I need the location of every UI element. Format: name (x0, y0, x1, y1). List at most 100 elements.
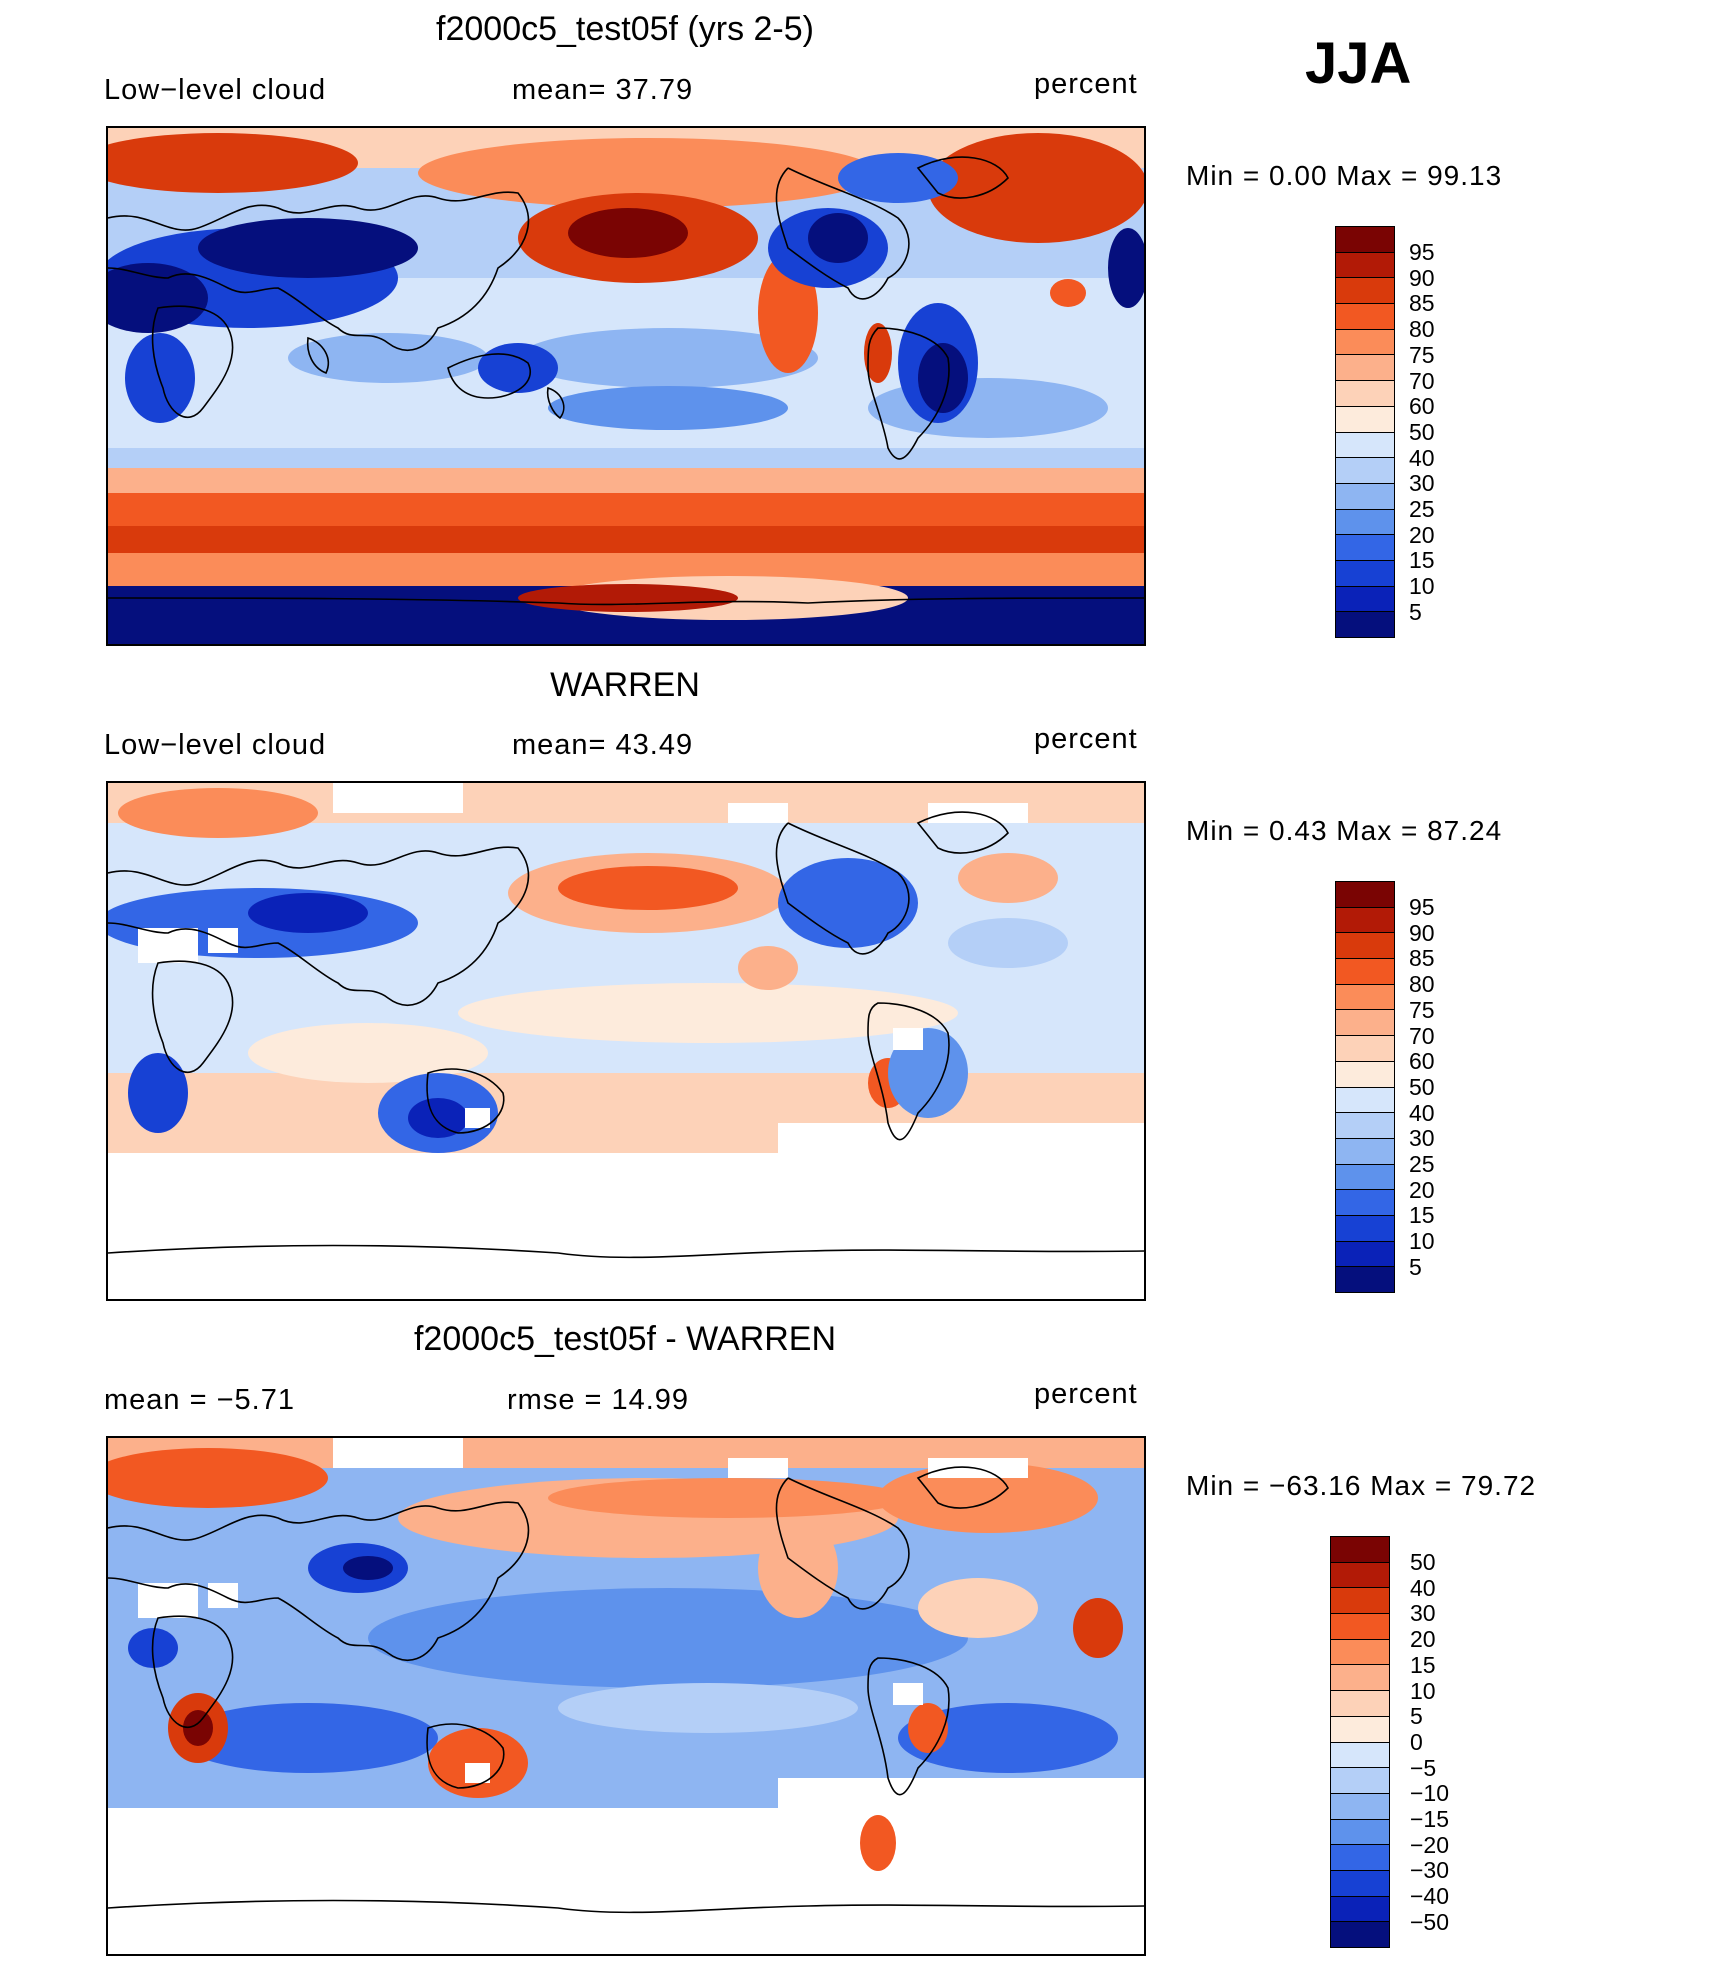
panel-1-colorbar-label: 80 (1409, 316, 1435, 343)
panel-1-colorbar-cell (1335, 431, 1395, 458)
panel-1-colorbar-label: 60 (1409, 393, 1435, 420)
panel-1-colorbar-label: 40 (1409, 444, 1435, 471)
panel-3-colorbar-cell (1330, 1869, 1390, 1896)
panel-3-colorbar-cell (1330, 1818, 1390, 1845)
panel-1-colorbar-cell (1335, 611, 1395, 638)
panel-1-colorbar-cell (1335, 405, 1395, 432)
panel-2-colorbar-cell (1335, 1086, 1395, 1113)
panel-2-colorbar-cell (1335, 906, 1395, 933)
panel-1-colorbar-cell (1335, 277, 1395, 304)
panel-2-colorbar (1335, 881, 1395, 1293)
panel-2-colorbar-cell (1335, 1214, 1395, 1241)
panel-3-colorbar-label: 5 (1410, 1703, 1423, 1730)
panel-3-colorbar-cell (1330, 1613, 1390, 1639)
panel-1-colorbar-cell (1335, 354, 1395, 381)
panel-1-colorbar-cell (1335, 328, 1395, 355)
panel-3-rmse-label: rmse = 14.99 (507, 1384, 690, 1416)
panel-3-colorbar-label: −50 (1410, 1908, 1450, 1935)
panel-3-colorbar-cell (1330, 1741, 1390, 1768)
panel-2-colorbar-label: 95 (1409, 894, 1435, 920)
panel-3-colorbar-cells (1330, 1536, 1390, 1948)
panel-3-colorbar-cell (1330, 1767, 1390, 1793)
panel-2-colorbar-cell (1335, 881, 1395, 907)
panel-2-colorbar-cell (1335, 1112, 1395, 1138)
panel-2-colorbar-label: 5 (1409, 1253, 1422, 1280)
panel-3-colorbar-cell (1330, 1715, 1390, 1742)
panel-3-colorbar-label: 15 (1410, 1651, 1436, 1678)
panel-1-contour-map (108, 128, 1144, 644)
panel-2-colorbar-label: 10 (1409, 1228, 1435, 1255)
panel-3-map (106, 1436, 1146, 1956)
panel-2-colorbar-cell (1335, 1266, 1395, 1293)
panel-2-colorbar-cells (1335, 881, 1395, 1293)
panel-1-units-label: percent (1034, 68, 1138, 100)
panel-1-colorbar-label: 95 (1409, 239, 1435, 265)
panel-1-colorbar-cell (1335, 303, 1395, 329)
panel-1-colorbar-cell (1335, 534, 1395, 560)
panel-2-colorbar-label: 15 (1409, 1202, 1435, 1229)
panel-2-title: WARREN (550, 666, 700, 704)
panel-2-colorbar-label: 70 (1409, 1022, 1435, 1049)
panel-2-colorbar-cell (1335, 1137, 1395, 1164)
panel-2-colorbar-cell (1335, 1009, 1395, 1036)
panel-3-colorbar-label: 20 (1410, 1626, 1436, 1653)
panel-2-colorbar-label: 25 (1409, 1151, 1435, 1178)
panel-1-map (106, 126, 1146, 646)
panel-1-colorbar-label: 75 (1409, 341, 1435, 368)
panel-1-colorbar-cell (1335, 508, 1395, 535)
panel-1-colorbar-cell (1335, 585, 1395, 612)
panel-2-colorbar-labels: 95 90 85 80 75 70 60 50 40 30 25 20 15 10 5 (1409, 894, 1435, 1281)
panel-2-units-label: percent (1034, 723, 1138, 755)
season-label: JJA (1305, 31, 1412, 96)
panel-3-title: f2000c5_test05f - WARREN (413, 1320, 837, 1358)
panel-2-colorbar-label: 50 (1409, 1073, 1435, 1100)
panel-3-colorbar-label: −20 (1410, 1831, 1450, 1858)
panel-3-mean-label: mean = −5.71 (104, 1384, 295, 1416)
panel-1-colorbar-label: 50 (1409, 418, 1435, 445)
panel-1-colorbar-label: 30 (1409, 470, 1435, 497)
panel-2-colorbar-label: 30 (1409, 1125, 1435, 1152)
panel-3-colorbar-cell (1330, 1690, 1390, 1716)
panel-3-colorbar-label: −15 (1410, 1806, 1450, 1833)
panel-3-colorbar-label: 30 (1410, 1600, 1436, 1627)
panel-2-colorbar-label: 75 (1409, 996, 1435, 1023)
panel-2-colorbar-cell (1335, 1163, 1395, 1190)
panel-2-colorbar-cell (1335, 958, 1395, 984)
panel-3-colorbar-cell (1330, 1792, 1390, 1819)
panel-3-minmax: Min = −63.16 Max = 79.72 (1186, 1470, 1537, 1501)
panel-1-colorbar-label: 90 (1409, 264, 1435, 291)
panel-2-colorbar-cell (1335, 932, 1395, 959)
panel-3-colorbar-cell (1330, 1536, 1390, 1562)
panel-2-mean-label: mean= 43.49 (512, 729, 694, 761)
panel-1-colorbar-cells (1335, 226, 1395, 638)
panel-2-colorbar-label: 90 (1409, 919, 1435, 946)
panel-2-colorbar-label: 60 (1409, 1048, 1435, 1075)
panel-1-colorbar-cell (1335, 380, 1395, 406)
panel-3-colorbar-labels: 50 40 30 20 15 10 5 0 −5 −10 −15 −20 −30 −40 −50 (1410, 1549, 1450, 1936)
panel-2-map (106, 781, 1146, 1301)
panel-3-colorbar-label: −5 (1410, 1754, 1437, 1781)
panel-2-colorbar-cell (1335, 1240, 1395, 1267)
panel-2-contour-map (108, 783, 1144, 1299)
panel-1-colorbar-label: 5 (1409, 598, 1422, 625)
panel-3-colorbar-label: −40 (1410, 1883, 1450, 1910)
panel-2-colorbar-cell (1335, 1035, 1395, 1061)
panel-1-minmax: Min = 0.00 Max = 99.13 (1186, 160, 1503, 191)
panel-2-colorbar-label: 40 (1409, 1099, 1435, 1126)
panel-3-colorbar-cell (1330, 1561, 1390, 1588)
panel-3-colorbar (1330, 1536, 1390, 1948)
panel-3-colorbar-cell (1330, 1664, 1390, 1691)
panel-2-colorbar-label: 20 (1409, 1176, 1435, 1203)
panel-2-variable-label: Low−level cloud (104, 729, 327, 761)
panel-1-colorbar-label: 25 (1409, 496, 1435, 523)
panel-3-colorbar-cell (1330, 1844, 1390, 1870)
panel-3-colorbar-label: 0 (1410, 1728, 1423, 1755)
panel-3-colorbar-cell (1330, 1587, 1390, 1614)
panel-1-colorbar-cell (1335, 457, 1395, 483)
panel-3-colorbar-cell (1330, 1895, 1390, 1922)
panel-3-colorbar-cell (1330, 1638, 1390, 1665)
panel-3-colorbar-label: 50 (1410, 1549, 1436, 1575)
panel-1-colorbar-cell (1335, 559, 1395, 586)
panel-3-colorbar-label: −30 (1410, 1857, 1450, 1884)
panel-1-title: f2000c5_test05f (yrs 2-5) (436, 10, 814, 48)
